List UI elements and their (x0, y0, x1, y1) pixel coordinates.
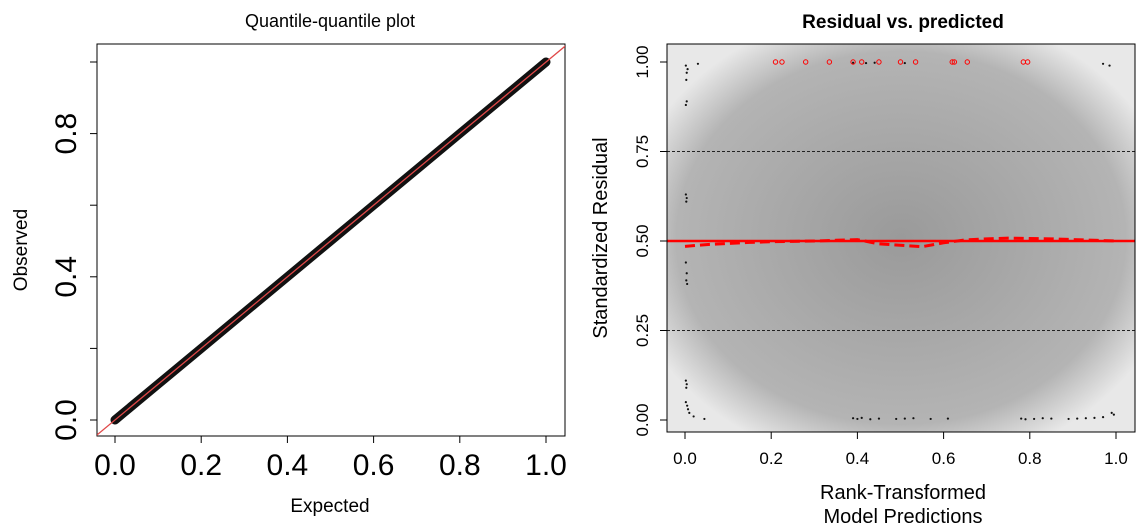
qq-plot-panel: Quantile-quantile plot 0.0 0.2 0.4 0.6 0.8 1.… (11, 11, 567, 517)
residual-outlier (859, 59, 865, 65)
qq-xtick-label: 0.4 (267, 449, 309, 482)
residual-point (1024, 418, 1027, 421)
residual-point (684, 193, 687, 196)
qq-plot-frame (96, 43, 566, 437)
residual-xtick-label: 0.6 (932, 449, 956, 468)
residual-point (1033, 417, 1036, 421)
residual-point (1067, 417, 1070, 421)
qq-ytick-label: 0.4 (50, 256, 83, 298)
residual-point (688, 411, 691, 414)
residual-point (703, 417, 706, 421)
residual-point (877, 417, 881, 420)
residual-background (667, 44, 1135, 432)
qq-xtick-label: 0.6 (353, 449, 395, 482)
residual-point (686, 282, 689, 286)
residual-point (685, 279, 688, 282)
residual-point (684, 103, 687, 107)
residual-xlabel-line1: Rank-Transformed (820, 482, 986, 504)
residual-point (946, 417, 950, 420)
qq-xtick-label: 0.8 (439, 449, 481, 482)
residual-point (685, 196, 688, 200)
residual-ytick-label: 0.50 (633, 224, 652, 257)
residual-point (686, 68, 689, 71)
residual-outlier (850, 59, 856, 65)
residual-point (1101, 62, 1105, 65)
residual-quantile-curve (684, 236, 1117, 249)
residual-point (684, 261, 687, 264)
residual-plot-frame (666, 43, 1136, 433)
residual-ylabel: Standardized Residual (590, 137, 612, 338)
residual-point (685, 100, 688, 103)
residual-outlier (876, 59, 882, 65)
residual-point (903, 61, 906, 65)
residual-outlier (802, 59, 809, 65)
residual-xtick-label: 0.4 (846, 449, 870, 468)
residual-point (912, 417, 915, 420)
residual-point (1093, 416, 1096, 419)
residual-xtick-label: 0.2 (759, 449, 783, 468)
residual-point (873, 61, 876, 64)
residual-point (851, 417, 855, 420)
residual-point (1110, 411, 1113, 414)
residual-point (869, 418, 872, 421)
residual-outlier (964, 59, 971, 65)
qq-xtick-label: 0.2 (180, 449, 222, 482)
residual-point (684, 379, 687, 382)
residual-point (1076, 417, 1079, 420)
residual-point (686, 404, 689, 407)
residual-outlier (897, 59, 904, 65)
qq-ytick-label: 0.8 (50, 113, 83, 155)
residual-ytick-label: 0.25 (633, 314, 652, 347)
residual-point (692, 415, 695, 418)
residual-ytick-label: 0.00 (633, 403, 652, 436)
residual-point (895, 417, 898, 421)
residual-outlier (949, 59, 955, 65)
residual-ytick-label: 0.75 (633, 135, 652, 168)
residual-point (685, 71, 688, 74)
residual-point (1084, 417, 1087, 420)
qq-reference-line (97, 45, 565, 436)
residual-point (685, 200, 688, 203)
residual-point (851, 61, 855, 64)
residual-ytick-label: 1.00 (633, 45, 652, 78)
residual-point (685, 383, 688, 386)
qq-ylabel: Observed (11, 209, 32, 291)
residual-point (1108, 64, 1111, 67)
residual-outlier (912, 59, 919, 65)
residual-panel: Residual vs. predicted 0.0 0.2 0.4 0.6 0.8 1.… (590, 12, 1136, 528)
residual-point (686, 408, 690, 411)
residual-outlier (951, 59, 958, 65)
residual-point (1050, 417, 1053, 420)
residual-point (1020, 417, 1023, 420)
residual-point (1101, 416, 1105, 419)
qq-xtick-label: 1.0 (525, 449, 567, 482)
residual-point (1041, 417, 1044, 420)
residual-outlier (772, 59, 779, 65)
residual-point (696, 62, 700, 65)
residual-point (929, 417, 932, 421)
residual-point (685, 386, 688, 389)
residual-point (864, 61, 868, 65)
residual-point (684, 64, 687, 67)
qq-xlabel: Expected (290, 496, 369, 517)
residual-point (684, 401, 687, 404)
residual-point (903, 417, 906, 420)
residual-point (856, 417, 859, 421)
residual-outlier (779, 59, 785, 65)
residual-title: Residual vs. predicted (802, 12, 1004, 33)
residual-outlier (1024, 59, 1031, 65)
residual-point (685, 78, 688, 81)
residual-point (860, 416, 863, 419)
residual-xlabel-line2: Model Predictions (824, 506, 983, 528)
residual-outlier (826, 59, 833, 65)
qq-ytick-label: 0.0 (50, 399, 83, 441)
residual-xtick-label: 1.0 (1104, 449, 1128, 468)
residual-point (685, 272, 688, 275)
qq-title: Quantile-quantile plot (245, 11, 415, 31)
qq-xtick-label: 0.0 (94, 449, 136, 482)
residual-xtick-label: 0.8 (1018, 449, 1042, 468)
residual-point (1112, 413, 1115, 416)
residual-xtick-label: 0.0 (673, 449, 697, 468)
